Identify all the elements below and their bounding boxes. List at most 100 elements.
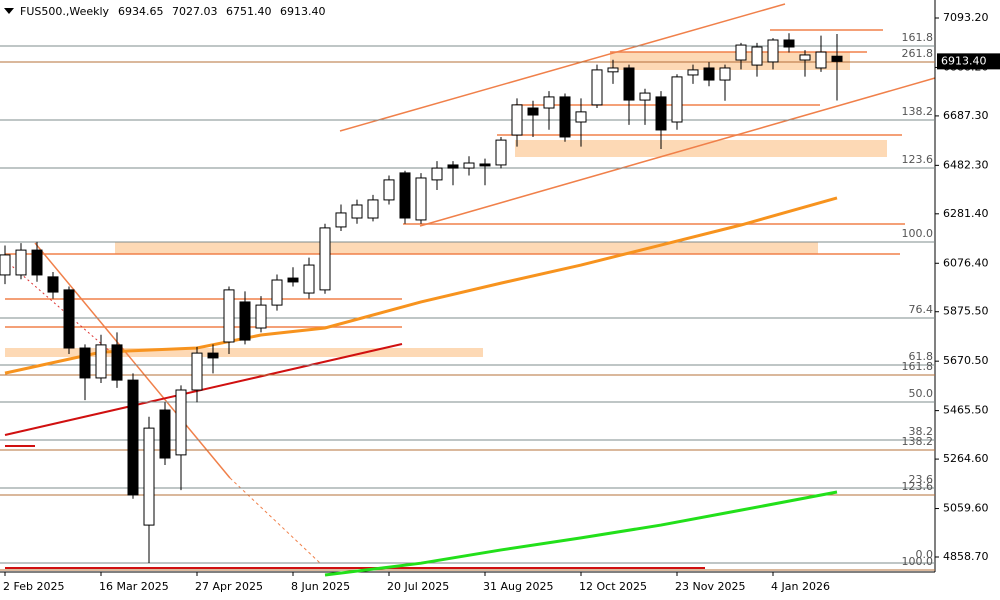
- zone: [5, 348, 483, 357]
- chart-title: FUS500.,Weekly: [20, 5, 110, 18]
- level-label: 161.8: [902, 360, 934, 373]
- trend-line: [4, 343, 403, 436]
- y-tick-label: 6076.40: [943, 256, 989, 269]
- candle-body: [431, 167, 443, 181]
- y-tick-label: 7093.20: [943, 11, 989, 24]
- candle-body: [207, 352, 219, 359]
- candle-body: [79, 347, 91, 379]
- candle-body: [383, 179, 395, 201]
- x-tick-label: 23 Nov 2025: [675, 580, 745, 593]
- candle-body: [815, 51, 827, 69]
- x-tick-label: 4 Jan 2026: [771, 580, 830, 593]
- candle-body: [655, 96, 667, 131]
- x-tick-label: 8 Jun 2025: [291, 580, 350, 593]
- candle-body: [191, 352, 203, 391]
- candle-body: [63, 289, 75, 349]
- candle-body: [799, 54, 811, 61]
- x-tick-label: 27 Apr 2025: [195, 580, 263, 593]
- y-tick-label: 5465.50: [943, 404, 989, 417]
- moving-average: [324, 490, 838, 577]
- candle-body: [687, 69, 699, 76]
- x-tick-label: 20 Jul 2025: [387, 580, 449, 593]
- candle-body: [223, 289, 235, 343]
- x-tick-label: 12 Oct 2025: [579, 580, 647, 593]
- x-tick-label: 2 Feb 2025: [3, 580, 64, 593]
- candle-body: [559, 96, 571, 138]
- candle-body: [831, 55, 843, 62]
- candle-body: [607, 67, 619, 73]
- candle-body: [575, 111, 587, 123]
- candle-body: [415, 177, 427, 221]
- price-label: 6913.40: [941, 54, 987, 67]
- y-tick-label: 5670.50: [943, 354, 989, 367]
- price-label-box: [937, 53, 1000, 70]
- candle-body: [303, 264, 315, 294]
- candle-body: [527, 107, 539, 116]
- channel-line: [419, 77, 936, 227]
- candle-body: [255, 304, 267, 329]
- zone: [515, 140, 887, 157]
- y-tick-label: 4858.70: [943, 550, 989, 563]
- candle-body: [15, 249, 27, 276]
- candle-body: [735, 44, 747, 61]
- y-tick-label: 5875.50: [943, 305, 989, 318]
- candle-body: [0, 254, 11, 276]
- y-tick-label: 5264.60: [943, 452, 989, 465]
- candle-body: [319, 227, 331, 291]
- candle-body: [623, 67, 635, 101]
- candle-body: [159, 409, 171, 459]
- x-tick-label: 31 Aug 2025: [483, 580, 553, 593]
- ohlc-value: 7027.03: [172, 5, 218, 18]
- x-tick-label: 16 Mar 2025: [99, 580, 169, 593]
- y-tick-label: 5059.60: [943, 502, 989, 515]
- candle-body: [783, 39, 795, 48]
- level-label: 76.4: [909, 303, 934, 316]
- candle-body: [111, 344, 123, 381]
- candle-body: [127, 379, 139, 496]
- level-label: 0.0: [916, 548, 934, 561]
- y-tick-label: 6281.40: [943, 207, 989, 220]
- candle-body: [239, 301, 251, 341]
- level-label: 138.2: [902, 435, 934, 448]
- zone: [115, 242, 818, 254]
- ohlc-value: 6751.40: [226, 5, 272, 18]
- y-tick-label: 6482.30: [943, 158, 989, 171]
- candle-body: [591, 69, 603, 106]
- candle-body: [463, 162, 475, 169]
- candle-body: [751, 46, 763, 66]
- candle-body: [367, 199, 379, 219]
- level-label: 123.6: [902, 480, 934, 493]
- level-label: 23.6: [909, 473, 934, 486]
- trend-line: [229, 477, 321, 564]
- candle-body: [351, 204, 363, 219]
- level-label: 38.2: [909, 425, 934, 438]
- level-label: 138.2: [902, 105, 934, 118]
- candle-body: [703, 67, 715, 81]
- candle-body: [639, 92, 651, 101]
- level-label: 50.0: [909, 387, 934, 400]
- candle-body: [399, 172, 411, 219]
- level-label: 123.6: [902, 153, 934, 166]
- symbol-icon: [4, 8, 14, 14]
- candle-body: [31, 249, 43, 276]
- candle-body: [287, 277, 299, 283]
- level-label: 100.0: [902, 227, 934, 240]
- channel-line: [339, 3, 786, 132]
- candle-body: [271, 279, 283, 306]
- candle-body: [767, 39, 779, 63]
- level-label: 100.0: [902, 555, 934, 568]
- level-label: 61.8: [909, 350, 934, 363]
- trend-line: [34, 242, 231, 479]
- ohlc-value: 6913.40: [280, 5, 326, 18]
- moving-average: [4, 196, 838, 375]
- candle-body: [143, 427, 155, 526]
- candle-body: [47, 276, 59, 293]
- y-tick-label: 6687.30: [943, 109, 989, 122]
- candle-body: [511, 104, 523, 136]
- candle-body: [719, 67, 731, 81]
- candle-body: [671, 76, 683, 123]
- candle-body: [175, 389, 187, 456]
